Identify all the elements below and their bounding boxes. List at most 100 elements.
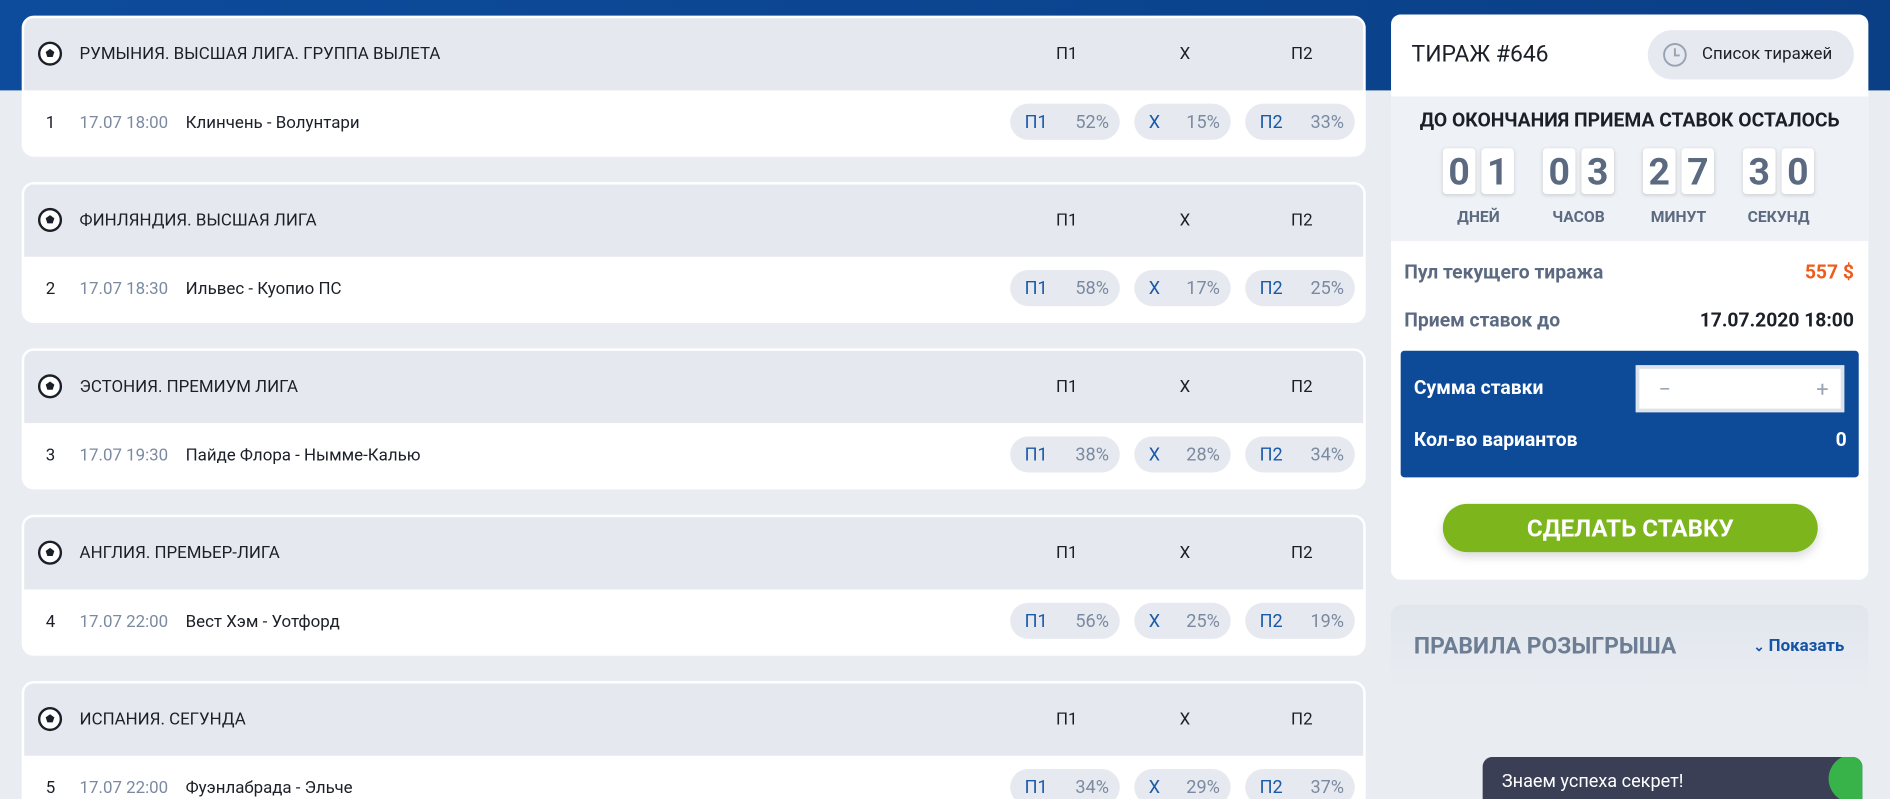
odds-pill[interactable]: П1 34% <box>1010 769 1120 799</box>
deadline-value: 17.07.2020 18:00 <box>1699 308 1854 332</box>
history-button[interactable]: Список тиражей <box>1647 30 1854 80</box>
league-header: ФИНЛЯНДИЯ. ВЫСШАЯ ЛИГА П1 Х П2 <box>24 184 1364 257</box>
odds-label: П1 <box>1024 776 1048 798</box>
countdown-digit: 3 <box>1743 148 1776 195</box>
odds-label: П1 <box>1024 443 1048 466</box>
variants-label: Кол-во вариантов <box>1413 427 1578 451</box>
match-datetime: 17.07 18:00 <box>79 113 169 133</box>
chat-widget[interactable]: Знаем успеха секрет! <box>1482 756 1863 799</box>
league-name: РУМЫНИЯ. ВЫСШАЯ ЛИГА. ГРУППА ВЫЛЕТА <box>79 44 441 64</box>
match-number: 2 <box>45 279 56 299</box>
chat-badge <box>1828 756 1863 799</box>
match-number: 4 <box>45 612 56 632</box>
countdown-digit: 0 <box>1442 148 1476 195</box>
odds-percent: 29% <box>1186 776 1220 798</box>
odds-header: Х <box>1179 210 1191 231</box>
odds-pill[interactable]: П1 52% <box>1010 103 1120 140</box>
league-header: ЭСТОНИЯ. ПРЕМИУМ ЛИГА П1 Х П2 <box>24 350 1364 424</box>
minus-button[interactable]: − <box>1658 377 1672 403</box>
match-number: 3 <box>45 445 56 466</box>
stake-input[interactable]: − + <box>1635 365 1845 413</box>
league-header: РУМЫНИЯ. ВЫСШАЯ ЛИГА. ГРУППА ВЫЛЕТА П1 Х П2 <box>24 18 1364 91</box>
odds-label: Х <box>1148 110 1161 133</box>
bet-button[interactable]: СДЕЛАТЬ СТАВКУ <box>1442 503 1818 553</box>
odds-pill[interactable]: Х 25% <box>1134 602 1231 639</box>
odds-pill[interactable]: Х 29% <box>1134 769 1231 799</box>
odds-pill[interactable]: П1 58% <box>1010 270 1120 307</box>
match-datetime: 17.07 19:30 <box>79 445 169 466</box>
odds-label: Х <box>1148 609 1161 632</box>
odds-label: Х <box>1148 776 1161 798</box>
rules-toggle[interactable]: ⌄ Показать <box>1753 636 1845 656</box>
match-card: АНГЛИЯ. ПРЕМЬЕР-ЛИГА П1 Х П2 4 17.07 22:00 Вес… <box>21 514 1366 656</box>
match-card: ЭСТОНИЯ. ПРЕМИУМ ЛИГА П1 Х П2 3 17.07 19:30 Па… <box>21 348 1366 490</box>
league-header: ИСПАНИЯ. СЕГУНДА П1 Х П2 <box>24 683 1364 756</box>
odds-header: П1 <box>1056 709 1078 730</box>
odds-percent: 38% <box>1075 443 1109 466</box>
odds-header: Х <box>1179 377 1191 397</box>
odds-pill[interactable]: П2 33% <box>1245 103 1355 140</box>
ball-icon <box>37 41 63 66</box>
match-datetime: 17.07 18:30 <box>79 279 169 299</box>
plus-button[interactable]: + <box>1816 377 1829 403</box>
match-teams: Клинчень - Волунтари <box>185 113 360 133</box>
match-number: 1 <box>45 113 56 133</box>
odds-pill[interactable]: Х 17% <box>1134 270 1231 307</box>
odds-label: П2 <box>1259 443 1283 466</box>
odds-header: Х <box>1179 543 1191 563</box>
odds-header: Х <box>1179 709 1191 730</box>
rules-title: ПРАВИЛА РОЗЫГРЫША <box>1413 631 1677 660</box>
odds-pill[interactable]: П2 19% <box>1245 602 1355 639</box>
odds-header: П1 <box>1056 210 1078 231</box>
odds-percent: 52% <box>1075 110 1109 133</box>
odds-label: П2 <box>1259 776 1283 798</box>
league-header: АНГЛИЯ. ПРЕМЬЕР-ЛИГА П1 Х П2 <box>24 517 1364 590</box>
match-card: ФИНЛЯНДИЯ. ВЫСШАЯ ЛИГА П1 Х П2 2 17.07 18:30 И… <box>21 182 1366 324</box>
ball-icon <box>37 540 63 565</box>
countdown: ДО ОКОНЧАНИЯ ПРИЕМА СТАВОК ОСТАЛОСЬ 0 1 ДН… <box>1391 96 1869 242</box>
odds-pill[interactable]: П1 38% <box>1010 436 1120 473</box>
odds-percent: 25% <box>1186 609 1220 632</box>
league-name: ИСПАНИЯ. СЕГУНДА <box>79 709 246 730</box>
odds-header: П2 <box>1291 709 1313 730</box>
odds-label: П1 <box>1024 609 1048 632</box>
odds-header: П2 <box>1291 44 1313 64</box>
countdown-unit: ЧАСОВ <box>1552 208 1605 227</box>
odds-header: Х <box>1179 44 1191 64</box>
match-card: ИСПАНИЯ. СЕГУНДА П1 Х П2 5 17.07 22:00 Фуэнлаб… <box>21 681 1366 799</box>
countdown-digit: 3 <box>1581 148 1615 195</box>
ball-icon <box>37 706 63 732</box>
odds-percent: 15% <box>1186 110 1220 133</box>
odds-header: П1 <box>1056 44 1078 64</box>
rules-toggle-label: Показать <box>1768 636 1845 656</box>
odds-pill[interactable]: П2 34% <box>1245 436 1355 473</box>
odds-percent: 19% <box>1310 609 1345 632</box>
odds-label: П1 <box>1024 277 1048 299</box>
countdown-digit: 0 <box>1781 148 1815 195</box>
draw-panel: ТИРАЖ #646 Список тиражей ДО ОКОНЧАНИЯ П… <box>1391 14 1869 580</box>
pool-value: 557 $ <box>1804 260 1854 284</box>
odds-pill[interactable]: Х 28% <box>1134 436 1231 473</box>
variants-value: 0 <box>1835 427 1847 451</box>
odds-pill[interactable]: П2 37% <box>1245 769 1355 799</box>
countdown-digit: 7 <box>1681 148 1715 195</box>
odds-pill[interactable]: Х 15% <box>1134 103 1231 140</box>
match-number: 5 <box>45 778 56 798</box>
countdown-digit: 1 <box>1481 148 1514 195</box>
countdown-unit: ДНЕЙ <box>1457 208 1500 227</box>
league-name: ФИНЛЯНДИЯ. ВЫСШАЯ ЛИГА <box>79 210 317 231</box>
odds-label: П2 <box>1259 110 1283 133</box>
odds-label: П2 <box>1259 609 1283 632</box>
odds-header: П2 <box>1291 210 1313 231</box>
league-name: АНГЛИЯ. ПРЕМЬЕР-ЛИГА <box>79 543 280 563</box>
pool-label: Пул текущего тиража <box>1404 260 1604 284</box>
ball-icon <box>37 207 63 233</box>
odds-pill[interactable]: П1 56% <box>1010 602 1120 639</box>
match-datetime: 17.07 22:00 <box>79 612 169 632</box>
odds-header: П1 <box>1056 543 1078 563</box>
odds-pill[interactable]: П2 25% <box>1245 270 1355 307</box>
deadline-label: Прием ставок до <box>1404 308 1561 332</box>
odds-label: П1 <box>1024 110 1048 133</box>
match-datetime: 17.07 22:00 <box>79 778 169 798</box>
countdown-unit: СЕКУНД <box>1747 208 1810 227</box>
